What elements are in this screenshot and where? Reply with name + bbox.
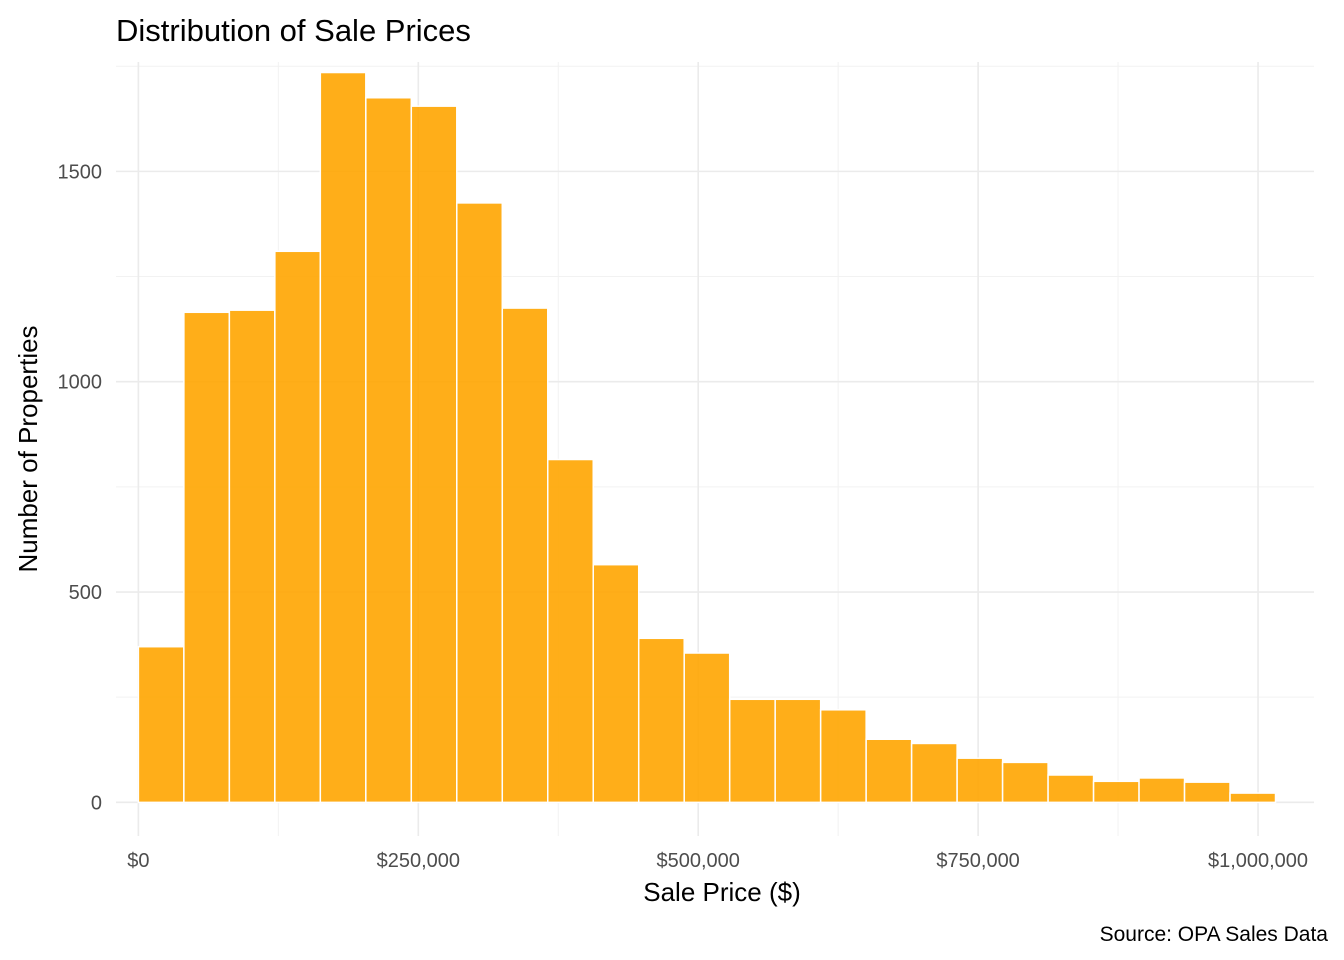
histogram-bar xyxy=(410,105,458,804)
y-axis-title: Number of Properties xyxy=(13,325,43,572)
y-tick-label: 0 xyxy=(91,792,102,814)
x-axis-title: Sale Price ($) xyxy=(643,877,801,907)
x-tick-label: $0 xyxy=(127,850,149,872)
histogram-bar xyxy=(637,637,685,804)
histogram-bar xyxy=(774,698,822,804)
histogram-bar xyxy=(956,757,1004,804)
x-tick-label: $750,000 xyxy=(936,850,1019,872)
histogram-bar xyxy=(592,563,640,804)
histogram-bar xyxy=(547,458,594,804)
chart-title: Distribution of Sale Prices xyxy=(116,13,471,48)
histogram-bar xyxy=(319,71,367,804)
histogram-bar xyxy=(456,202,504,804)
x-tick-label: $500,000 xyxy=(656,850,739,872)
y-axis-ticks: 0 500 1000 1500 xyxy=(58,161,103,814)
histogram-bar xyxy=(1047,774,1095,804)
x-tick-label: $1,000,000 xyxy=(1208,850,1308,872)
histogram-bar xyxy=(1183,781,1231,804)
histogram-bar xyxy=(228,309,276,804)
x-axis-ticks: $0 $250,000 $500,000 $750,000 $1,000,000 xyxy=(127,850,1308,872)
histogram-bar xyxy=(819,709,867,804)
histogram-bar xyxy=(274,250,322,804)
histogram-bar xyxy=(1229,792,1277,804)
x-tick-label: $250,000 xyxy=(377,850,460,872)
histogram-bar xyxy=(365,97,413,804)
histogram-bar xyxy=(1001,761,1049,804)
chart-caption: Source: OPA Sales Data xyxy=(1100,923,1329,946)
histogram-bar xyxy=(865,738,913,804)
histogram-bar xyxy=(1138,777,1186,804)
histogram-bar xyxy=(683,652,731,804)
y-tick-label: 500 xyxy=(69,582,102,604)
histogram-bar xyxy=(1092,780,1140,804)
histogram-bar xyxy=(728,698,776,804)
histogram-bar xyxy=(910,742,958,804)
y-tick-label: 1500 xyxy=(58,161,103,183)
histogram-bars xyxy=(137,71,1277,804)
histogram-bar xyxy=(501,307,549,804)
histogram-bar xyxy=(183,311,231,804)
histogram-bar xyxy=(137,645,185,804)
y-tick-label: 1000 xyxy=(58,372,103,394)
